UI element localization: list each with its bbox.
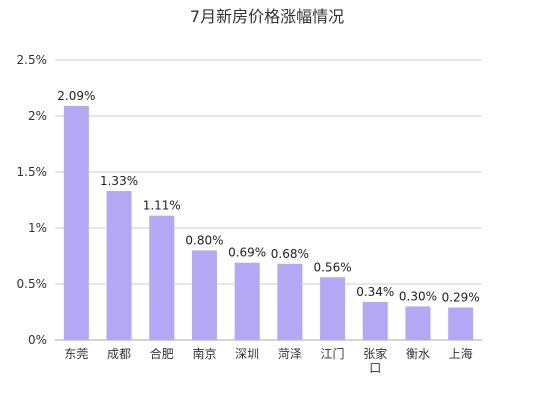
data-label: 0.80% xyxy=(185,233,223,247)
x-tick-label: 菏泽 xyxy=(278,347,302,361)
x-tick-label: 合肥 xyxy=(150,346,174,361)
y-axis-ticks: 0% 0.5% 1% 1.5% 2% 2.5% xyxy=(17,53,48,347)
x-tick-label: 江门 xyxy=(321,346,345,361)
bar xyxy=(63,105,89,340)
chart-title: 7月新房价格涨幅情况 xyxy=(190,7,344,26)
bar xyxy=(277,263,303,340)
bar xyxy=(362,301,388,340)
bar xyxy=(234,262,260,340)
y-tick-label: 0.5% xyxy=(17,277,48,291)
data-label: 0.69% xyxy=(228,246,266,260)
bar xyxy=(448,307,474,340)
x-tick-label: 衡水 xyxy=(406,347,430,361)
x-tick-label: 深圳 xyxy=(235,347,259,361)
x-tick-label: 东莞 xyxy=(64,347,88,361)
data-label: 0.30% xyxy=(399,289,437,303)
bar xyxy=(320,277,346,340)
bar xyxy=(191,250,217,340)
bar xyxy=(106,191,132,340)
bar xyxy=(405,306,431,340)
x-tick-label: 上海 xyxy=(449,346,473,361)
y-tick-label: 1% xyxy=(28,221,47,235)
x-tick-label: 张家口 xyxy=(363,346,387,375)
x-axis-categories: 东莞 成都 合肥 南京 深圳 菏泽 江门 张家口 衡水 上海 xyxy=(64,346,472,375)
y-tick-label: 2.5% xyxy=(17,53,48,67)
y-tick-label: 2% xyxy=(28,109,47,123)
bar xyxy=(149,215,175,340)
data-label: 0.68% xyxy=(271,247,309,261)
data-label: 0.34% xyxy=(356,285,394,299)
bars xyxy=(63,105,474,340)
data-label: 2.09% xyxy=(57,89,95,103)
data-label: 1.11% xyxy=(143,199,181,213)
data-label: 0.29% xyxy=(442,291,480,305)
x-tick-label: 南京 xyxy=(192,346,216,361)
data-label: 0.56% xyxy=(313,260,351,274)
y-tick-label: 0% xyxy=(28,333,47,347)
x-tick-label: 成都 xyxy=(107,347,131,361)
data-labels: 2.09% 1.33% 1.11% 0.80% 0.69% 0.68% 0.56% 0.34%… xyxy=(57,89,479,305)
y-tick-label: 1.5% xyxy=(17,165,48,179)
data-label: 1.33% xyxy=(100,174,138,188)
